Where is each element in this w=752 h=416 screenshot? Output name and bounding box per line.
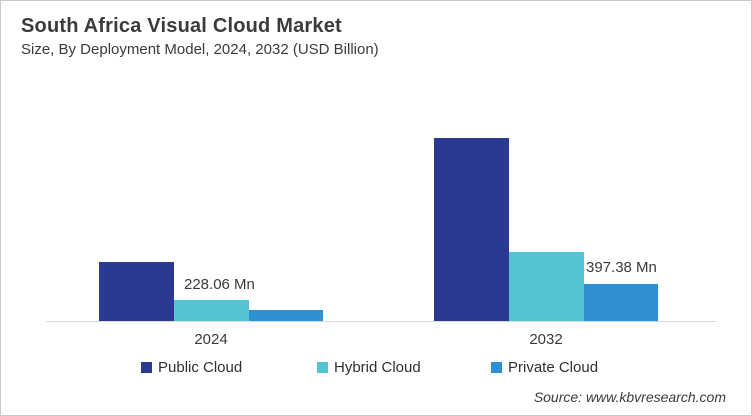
x-axis-label-2032: 2032 bbox=[529, 331, 563, 348]
x-axis-label-2024: 2024 bbox=[194, 331, 228, 348]
legend-swatch-private-cloud-icon bbox=[491, 361, 502, 373]
bar-hybrid-cloud-2032 bbox=[509, 252, 584, 321]
source-text: Source: www.kbvresearch.com bbox=[533, 389, 726, 405]
bar-private-cloud-2032 bbox=[583, 284, 659, 321]
data-label-hybrid-2024: 228.06 Mn bbox=[184, 276, 255, 293]
legend-label-public-cloud: Public Cloud bbox=[158, 358, 243, 376]
data-label-private-2032: 397.38 Mn bbox=[586, 259, 657, 276]
bar-hybrid-cloud-2024 bbox=[174, 300, 249, 321]
x-axis-line bbox=[46, 321, 716, 322]
legend-label-private-cloud: Private Cloud bbox=[508, 358, 599, 376]
legend: Public Cloud Hybrid Cloud Private Cloud bbox=[1, 357, 751, 377]
legend-label-hybrid-cloud: Hybrid Cloud bbox=[334, 358, 421, 376]
legend-swatch-public-cloud-icon bbox=[141, 361, 152, 373]
chart-title: South Africa Visual Cloud Market bbox=[21, 15, 342, 37]
legend-item-private-cloud: Private Cloud bbox=[491, 357, 598, 377]
legend-item-public-cloud: Public Cloud bbox=[141, 357, 242, 377]
bar-private-cloud-2024 bbox=[248, 309, 324, 321]
bar-public-cloud-2024 bbox=[99, 262, 174, 321]
legend-item-hybrid-cloud: Hybrid Cloud bbox=[317, 357, 421, 377]
legend-swatch-hybrid-cloud-icon bbox=[317, 361, 328, 373]
bar-public-cloud-2032 bbox=[434, 137, 509, 321]
chart-subtitle: Size, By Deployment Model, 2024, 2032 (U… bbox=[21, 41, 379, 58]
